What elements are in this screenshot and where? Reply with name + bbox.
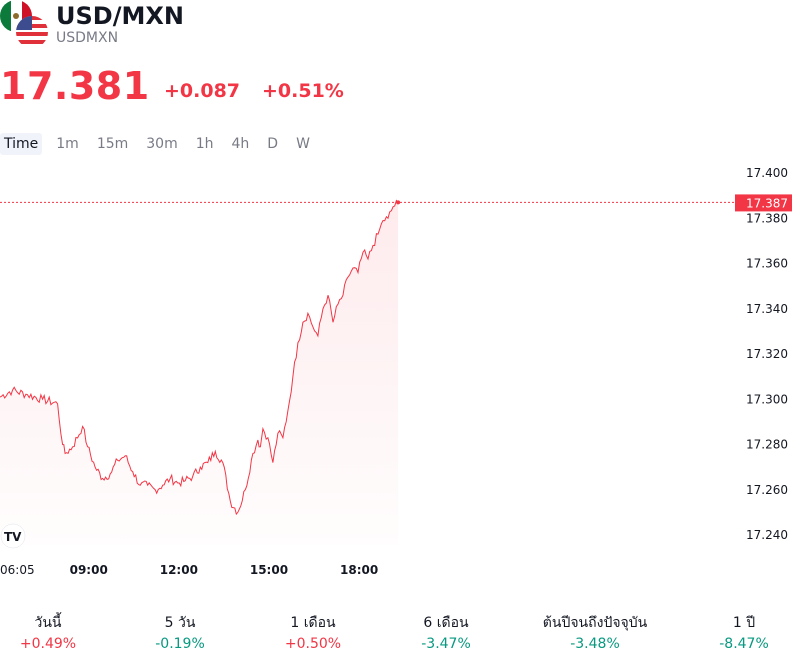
y-tick-label: 17.320 [746,347,788,361]
price-area-fill [0,200,399,545]
perf-value: +0.49% [19,636,77,652]
perf-value: -8.47% [719,636,769,652]
perf-label: 1 เดือน [290,615,336,631]
x-tick-label: 06:05 [0,563,35,577]
price-line [0,199,399,516]
perf-value: -3.48% [570,636,620,652]
perf-5-day[interactable]: 5 วัน -0.19% [155,612,205,652]
tab-1m[interactable]: 1m [56,136,79,152]
last-price-badge-label: 17.387 [746,196,788,210]
y-tick-label: 17.260 [746,483,788,497]
y-tick-label: 17.380 [746,211,788,225]
perf-1-month[interactable]: 1 เดือน +0.50% [285,612,341,652]
perf-label: วันนี้ [34,615,62,631]
tradingview-logo-icon[interactable] [0,523,26,549]
symbol-ticker: USDMXN [56,30,119,46]
perf-ytd[interactable]: ต้นปีจนถึงปัจจุบัน -3.48% [543,612,647,652]
price-change: +0.087 [164,80,241,102]
x-tick-label: 15:00 [250,563,288,577]
tab-time[interactable]: Time [0,133,43,155]
tab-30m[interactable]: 30m [146,136,178,152]
perf-label: ต้นปีจนถึงปัจจุบัน [542,615,648,631]
perf-label: 1 ปี [732,615,756,631]
tab-15m[interactable]: 15m [96,136,129,152]
tab-week[interactable]: W [296,136,310,152]
perf-6-month[interactable]: 6 เดือน -3.47% [421,612,471,652]
y-tick-label: 17.400 [746,166,788,180]
tab-day[interactable]: D [267,136,279,152]
symbol-title: USD/MXN [56,2,184,30]
x-tick-label: 12:00 [160,563,198,577]
price-point [396,200,401,205]
perf-value: +0.50% [284,636,342,652]
performance-strip: วันนี้ +0.49% 5 วัน -0.19% 1 เดือน +0.50… [0,612,800,662]
x-tick-label: 18:00 [340,563,378,577]
perf-1-year[interactable]: 1 ปี -8.47% [719,612,769,652]
currency-pair-flags-icon [0,0,50,50]
perf-value: -0.19% [155,636,205,652]
y-tick-label: 17.340 [746,302,788,316]
last-price-badge [735,194,792,212]
tab-1h[interactable]: 1h [195,136,214,152]
last-price: 17.381 [0,64,150,108]
y-tick-label: 17.300 [746,392,788,406]
tab-4h[interactable]: 4h [231,136,250,152]
perf-label: 5 วัน [164,615,196,631]
tradingview-logo-text: TV [4,530,22,544]
x-tick-label: 09:00 [70,563,108,577]
price-change-percent: +0.51% [262,80,344,102]
perf-label: 6 เดือน [423,615,469,631]
y-tick-label: 17.360 [746,257,788,271]
price-chart[interactable]: 17.400 17.380 17.360 17.340 17.320 17.300 17.2… [0,160,800,590]
perf-value: -3.47% [421,636,471,652]
timeframe-tabs: Time 1m 15m 30m 1h 4h D W [0,132,324,156]
y-tick-label: 17.280 [746,438,788,452]
perf-today[interactable]: วันนี้ +0.49% [20,612,76,652]
y-tick-label: 17.240 [746,528,788,542]
